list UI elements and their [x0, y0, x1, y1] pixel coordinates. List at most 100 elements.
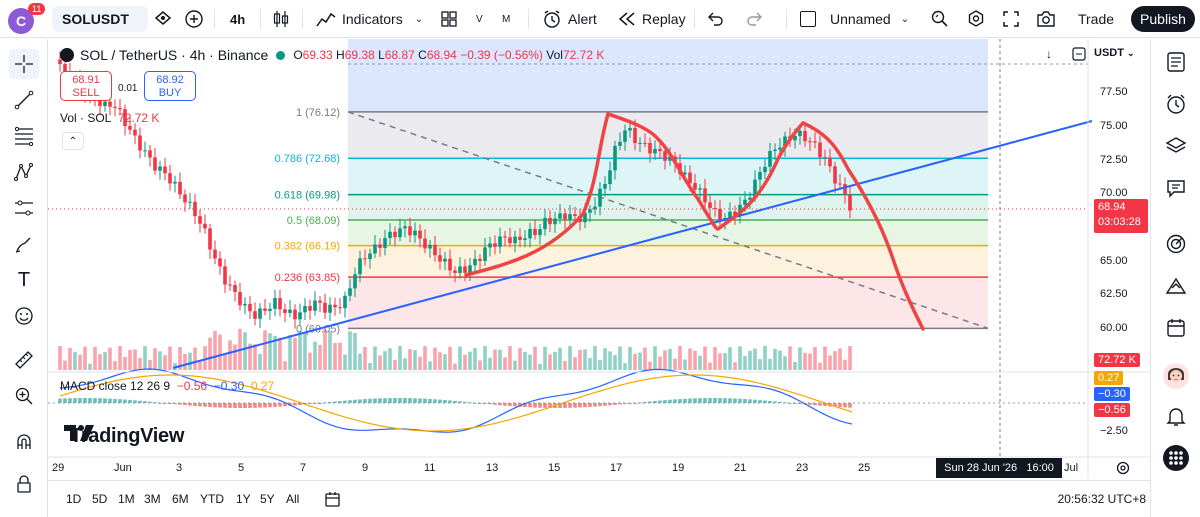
zoom-in-icon[interactable] — [9, 381, 39, 411]
range-button-3m[interactable]: 3M — [144, 492, 161, 506]
volume-bar — [703, 346, 707, 370]
text-tool-icon[interactable]: T — [17, 268, 31, 291]
macd-histogram-bar — [98, 398, 102, 403]
layers-icon[interactable] — [1161, 131, 1191, 161]
alert-button[interactable]: Alert — [542, 0, 597, 38]
collapse-legend-icon[interactable]: ⌃ — [62, 132, 84, 150]
candle-body — [733, 211, 737, 216]
candle-body — [143, 150, 147, 152]
scroll-to-latest-icon[interactable]: ↓ — [1046, 47, 1052, 61]
macd-histogram-bar — [253, 403, 257, 408]
volume-bar — [138, 358, 142, 370]
macd-histogram-bar — [688, 398, 692, 403]
range-button-all[interactable]: All — [286, 492, 300, 506]
compare-icon[interactable] — [154, 9, 172, 30]
interval-selector[interactable]: 4h — [230, 11, 246, 27]
volume-bar — [638, 352, 642, 370]
volume-bar — [418, 356, 422, 370]
fib-trend-line — [347, 111, 989, 330]
range-button-1m[interactable]: 1M — [118, 492, 135, 506]
price-chart-canvas[interactable]: 1 (76.12) 0.786 (72.68) 0.618 (69.98) 0.5 (… — [48, 39, 1150, 479]
volume-bar — [283, 361, 287, 370]
chart-area[interactable]: 1 (76.12) 0.786 (72.68) 0.618 (69.98) 0.5 (… — [48, 39, 1150, 479]
candle-type-icon[interactable] — [272, 0, 290, 38]
candle-body — [398, 228, 402, 238]
crosshair-tool-icon[interactable] — [9, 49, 39, 79]
ideas-icon[interactable] — [1161, 271, 1191, 301]
trend-line-tool-icon[interactable] — [9, 85, 39, 115]
candle-body — [223, 266, 227, 285]
candle-body — [218, 258, 222, 267]
brush-tool-icon[interactable] — [9, 229, 39, 259]
volume-bar — [428, 361, 432, 370]
range-button-1y[interactable]: 1Y — [236, 492, 251, 506]
magnet-icon[interactable] — [9, 427, 39, 457]
profile-avatar-icon[interactable] — [1161, 361, 1191, 391]
calendar-icon[interactable] — [1161, 313, 1191, 343]
macd-histogram-bar — [268, 403, 272, 408]
time-axis-tick: 13 — [486, 462, 499, 474]
price-axis-tick: 75.00 — [1100, 120, 1128, 132]
range-button-5y[interactable]: 5Y — [260, 492, 275, 506]
volume-bar — [368, 362, 372, 370]
indicators-button[interactable]: Indicators ⌄ — [316, 0, 423, 38]
range-button-6m[interactable]: 6M — [172, 492, 189, 506]
fib-zone — [348, 194, 988, 221]
candle-body — [123, 109, 127, 127]
candle-body — [563, 213, 567, 220]
macd-histogram-bar — [188, 403, 192, 406]
emoji-tool-icon[interactable] — [9, 301, 39, 331]
publish-button[interactable]: Publish — [1131, 6, 1195, 32]
add-symbol-icon[interactable] — [184, 0, 204, 38]
price-axis-tick: 72.50 — [1100, 153, 1128, 166]
volume-bar — [543, 346, 547, 370]
chat-icon[interactable] — [1161, 173, 1191, 203]
macd-histogram-bar — [613, 403, 617, 405]
macd-histogram-bar — [388, 398, 392, 403]
pattern-tool-icon[interactable] — [9, 157, 39, 187]
range-button-1d[interactable]: 1D — [66, 492, 82, 506]
currency-selector[interactable]: USDT ⌄ — [1094, 47, 1135, 59]
symbol-search[interactable]: SOLUSDT — [52, 0, 180, 38]
settings-gear-icon[interactable] — [966, 0, 986, 38]
range-button-ytd[interactable]: YTD — [200, 492, 224, 506]
fib-retracement-tool-icon[interactable] — [9, 121, 39, 151]
buy-button[interactable]: 68.92 BUY — [144, 71, 196, 101]
alerts-clock-icon[interactable] — [1161, 89, 1191, 119]
candle-body — [558, 213, 562, 219]
date-range-calendar-icon[interactable] — [324, 490, 342, 511]
current-price-tag: 68.94 03:03:28 — [1094, 199, 1148, 233]
m-button[interactable]: M — [502, 13, 511, 25]
candle-body — [473, 258, 477, 266]
trade-button[interactable]: Trade — [1077, 11, 1115, 27]
replay-button[interactable]: Replay — [618, 0, 686, 38]
layout-menu[interactable]: Unnamed ⌄ — [800, 0, 909, 38]
sell-button[interactable]: 68.91 SELL — [60, 71, 112, 101]
templates-icon[interactable] — [440, 0, 458, 38]
lock-drawings-icon[interactable] — [9, 469, 39, 499]
fullscreen-icon[interactable] — [1002, 0, 1020, 38]
volume-bar — [103, 352, 107, 370]
volume-bar — [723, 353, 727, 370]
camera-icon[interactable] — [1036, 0, 1056, 38]
forecasting-tool-icon[interactable] — [9, 193, 39, 223]
more-apps-icon[interactable] — [1161, 443, 1191, 473]
quick-search-icon[interactable] — [930, 0, 950, 38]
macd-histogram-bar — [183, 403, 187, 406]
volume-tag: 72.72 K — [1094, 353, 1140, 367]
undo-icon[interactable] — [706, 0, 724, 38]
range-button-5d[interactable]: 5D — [92, 492, 108, 506]
ruler-tool-icon[interactable] — [9, 345, 39, 375]
clock-timezone[interactable]: 20:56:32 UTC+8 — [1057, 492, 1146, 506]
candle-body — [718, 208, 722, 221]
target-icon[interactable] — [1161, 229, 1191, 259]
watchlist-icon[interactable] — [1161, 47, 1191, 77]
macd-histogram-bar — [708, 398, 712, 403]
v-button[interactable]: V — [476, 13, 483, 25]
redo-icon[interactable] — [746, 0, 764, 38]
volume-bar — [328, 331, 332, 370]
notifications-icon[interactable] — [1161, 401, 1191, 431]
macd-histogram-bar — [58, 398, 62, 403]
user-avatar[interactable]: C 11 — [8, 0, 46, 38]
candle-body — [423, 238, 427, 249]
